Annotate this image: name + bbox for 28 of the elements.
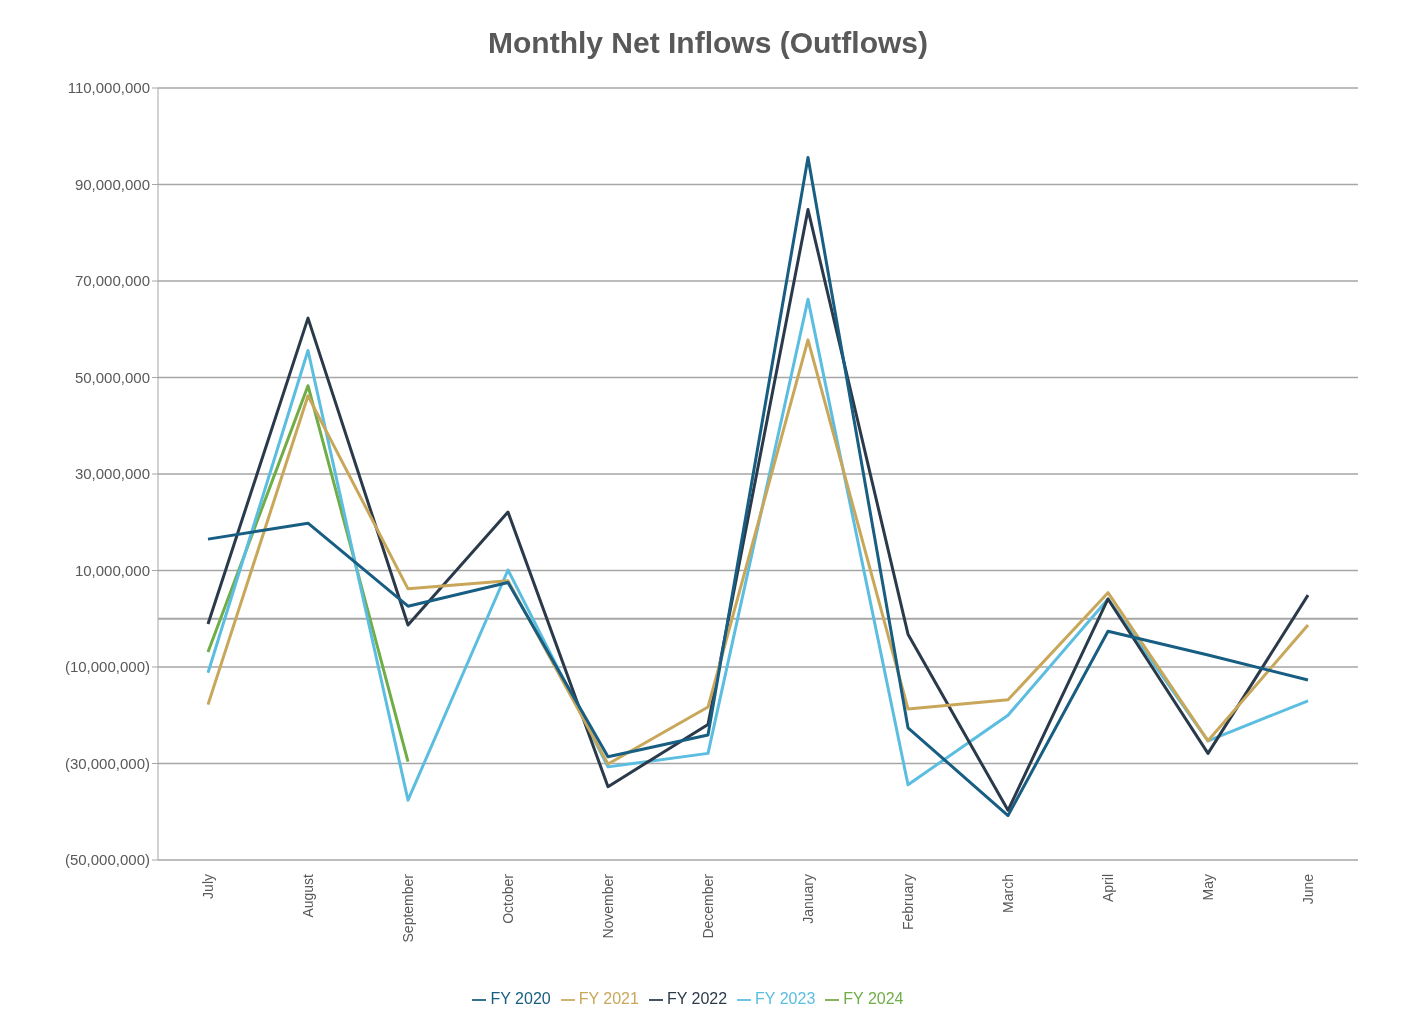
y-tick-label: 70,000,000: [74, 272, 150, 290]
x-tick-label: October: [500, 873, 516, 924]
x-tick-label: August: [300, 873, 316, 918]
y-tick-label: 90,000,000: [74, 175, 150, 193]
x-tick-label: April: [1100, 874, 1116, 903]
chart-title: Monthly Net Inflows (Outflows): [487, 25, 929, 61]
legend-label: FY 2020: [490, 990, 551, 1007]
x-tick-label: June: [1300, 873, 1316, 905]
legend-label: FY 2024: [843, 990, 904, 1007]
x-tick-label: May: [1200, 874, 1216, 901]
legend-label: FY 2023: [755, 990, 816, 1007]
legend-label: FY 2022: [666, 990, 728, 1007]
y-tick-label: 110,000,000: [67, 79, 150, 97]
x-tick-label: January: [800, 874, 816, 924]
x-tick-label: July: [200, 874, 216, 899]
x-tick-label: March: [1000, 874, 1016, 913]
y-tick-label: (30,000,000): [64, 754, 150, 772]
y-tick-label: 10,000,000: [74, 561, 150, 579]
y-tick-label: 50,000,000: [74, 368, 150, 386]
x-tick-label: February: [900, 874, 916, 931]
legend-label: FY 2021: [578, 990, 639, 1007]
y-tick-label: (10,000,000): [64, 658, 150, 676]
y-tick-label: 30,000,000: [74, 465, 150, 483]
x-tick-label: November: [600, 873, 616, 939]
x-tick-label: December: [700, 873, 716, 939]
y-tick-label: (50,000,000): [64, 851, 150, 869]
x-tick-label: September: [400, 873, 416, 943]
line-series: [206, 338, 1310, 766]
